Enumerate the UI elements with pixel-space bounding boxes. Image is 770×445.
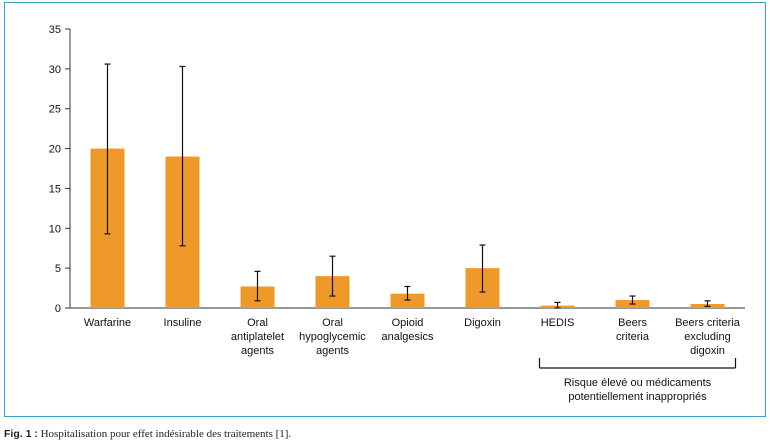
category-label-line: criteria — [616, 331, 650, 343]
category-label-line: analgesics — [382, 331, 434, 343]
category-label: Digoxin — [464, 317, 501, 329]
category-label-line: antiplatelet — [231, 331, 284, 343]
category-label-line: Oral — [247, 317, 268, 329]
category-label-line: digoxin — [690, 345, 725, 357]
category-label: Insuline — [164, 317, 202, 329]
category-label-line: Beers — [618, 317, 647, 329]
y-tick-label: 10 — [49, 223, 61, 235]
category-label: HEDIS — [541, 317, 575, 329]
category-label-line: Opioid — [392, 317, 424, 329]
category-label-line: hypoglycemic — [299, 331, 366, 343]
bar-chart: 0 5 10 15 20 25 30 35 Warfarine Insuline Oral antip… — [49, 24, 745, 403]
y-tick-label: 30 — [49, 64, 61, 76]
y-tick-label: 5 — [55, 263, 61, 275]
category-label: Beers criteria excluding digoxin — [675, 317, 741, 357]
figure-caption: Fig. 1 : Hospitalisation pour effet indé… — [4, 428, 291, 440]
category-label: Oral antiplatelet agents — [231, 317, 284, 357]
chart-frame — [4, 2, 766, 417]
category-label-line: Warfarine — [84, 317, 131, 329]
y-tick-label: 0 — [55, 303, 61, 315]
category-label-line: Oral — [322, 317, 343, 329]
category-label: Opioid analgesics — [382, 317, 434, 343]
category-label-line: Beers criteria — [675, 317, 741, 329]
category-label-line: Digoxin — [464, 317, 501, 329]
figure-label: Fig. 1 : — [4, 428, 38, 440]
y-tick-label: 15 — [49, 183, 61, 195]
category-label: Beers criteria — [616, 317, 650, 343]
category-label-line: Insuline — [164, 317, 202, 329]
category-label-line: agents — [241, 345, 275, 357]
group-label: Risque élevé ou médicaments potentielleme… — [564, 377, 712, 403]
y-tick-label: 25 — [49, 104, 61, 116]
y-tick-label: 20 — [49, 144, 61, 156]
category-label: Oral hypoglycemic agents — [299, 317, 366, 357]
category-label-line: agents — [316, 345, 350, 357]
figure-caption-text: Hospitalisation pour effet indésirable d… — [40, 428, 292, 440]
group-label-line: potentiellement inappropriés — [568, 391, 707, 403]
category-label: Warfarine — [84, 317, 131, 329]
group-label-line: Risque élevé ou médicaments — [564, 377, 712, 389]
category-label-line: excluding — [684, 331, 730, 343]
y-tick-label: 35 — [49, 24, 61, 36]
bar — [390, 293, 425, 308]
category-label-line: HEDIS — [541, 317, 575, 329]
